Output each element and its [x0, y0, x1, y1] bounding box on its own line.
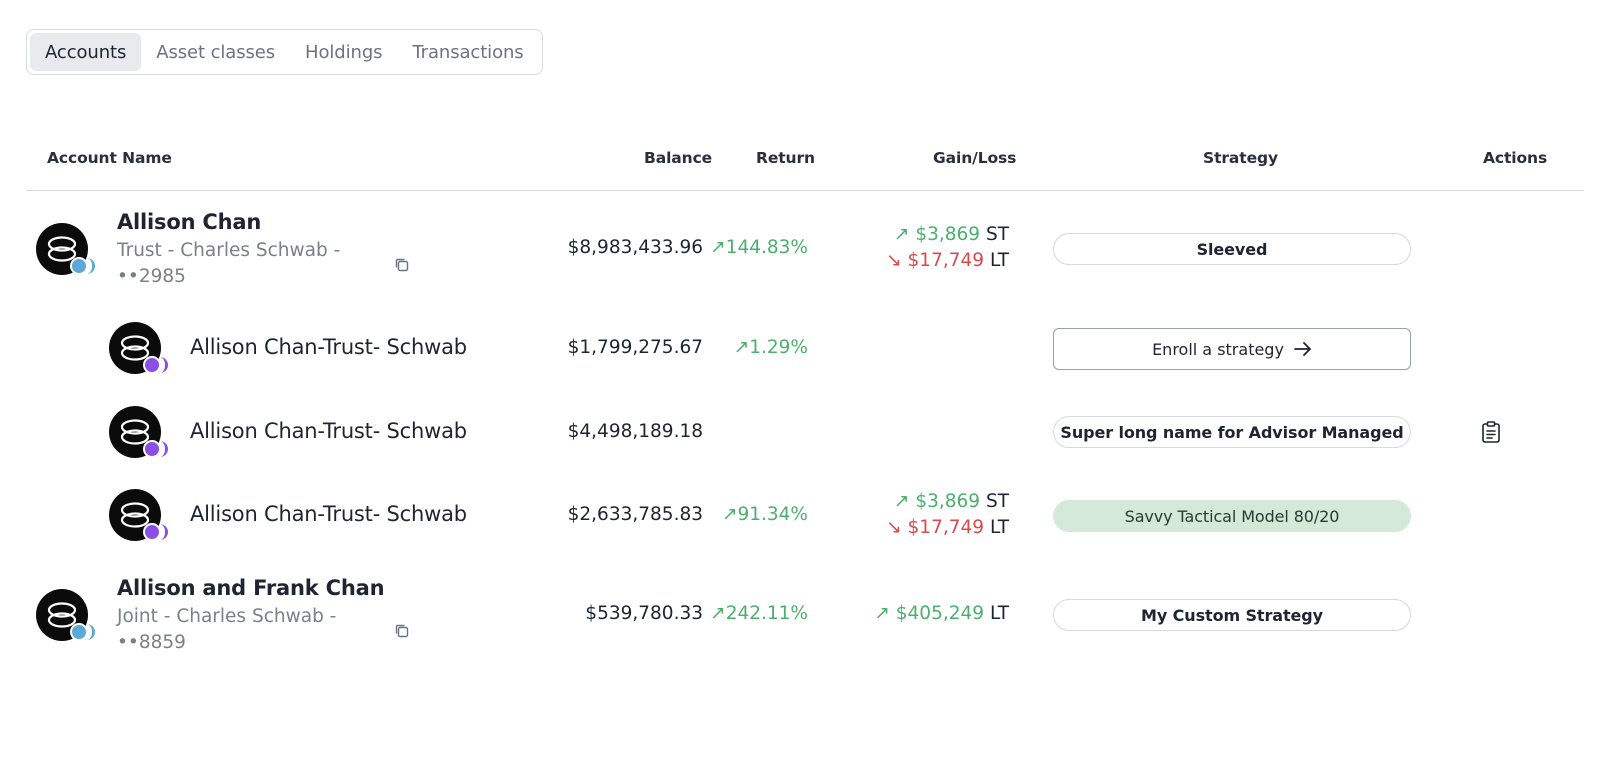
- tab-holdings[interactable]: Holdings: [305, 41, 383, 63]
- copy-icon[interactable]: [393, 622, 411, 640]
- arrow-down-right-icon: ↘: [886, 250, 902, 271]
- account-name[interactable]: Allison Chan: [117, 210, 262, 234]
- account-status-badge: [143, 523, 168, 541]
- loss-lt: ↘ $17,749 LT: [886, 517, 1009, 538]
- gain-lt: ↗ $405,249 LT: [874, 603, 1009, 624]
- brand-logo-icon: [47, 236, 77, 262]
- gain-st: ↗ $3,869 ST: [893, 224, 1009, 245]
- account-status-badge: [143, 440, 168, 458]
- account-name[interactable]: Allison and Frank Chan: [117, 576, 385, 600]
- loss-lt: ↘ $17,749 LT: [886, 250, 1009, 271]
- header-gain-loss[interactable]: Gain/Loss: [933, 149, 1017, 167]
- account-subtitle: Joint - Charles Schwab - ••8859: [117, 606, 337, 653]
- clipboard-icon[interactable]: [1481, 421, 1501, 443]
- strategy-badge[interactable]: Savvy Tactical Model 80/20: [1053, 500, 1411, 532]
- account-status-badge: [70, 257, 95, 275]
- account-status-badge: [143, 356, 168, 374]
- strategy-badge[interactable]: Super long name for Advisor Managed: [1053, 416, 1411, 448]
- balance-value: $4,498,189.18: [567, 421, 703, 442]
- header-divider: [26, 190, 1584, 191]
- arrow-up-right-icon: ↗: [733, 337, 750, 358]
- balance-value: $539,780.33: [585, 603, 703, 624]
- header-return[interactable]: Return: [756, 149, 815, 167]
- header-strategy[interactable]: Strategy: [1203, 149, 1278, 167]
- brand-logo-icon: [120, 335, 150, 361]
- arrow-right-icon: [1294, 342, 1311, 356]
- sub-account-name[interactable]: Allison Chan-Trust- Schwab: [190, 335, 467, 359]
- strategy-badge[interactable]: Sleeved: [1053, 233, 1411, 265]
- header-account-name[interactable]: Account Name: [47, 149, 172, 167]
- balance-value: $2,633,785.83: [567, 504, 703, 525]
- return-value: ↗144.83%: [710, 237, 808, 258]
- return-value: ↗1.29%: [733, 337, 808, 358]
- arrow-up-right-icon: ↗: [893, 224, 910, 245]
- strategy-badge[interactable]: My Custom Strategy: [1053, 599, 1411, 631]
- arrow-up-right-icon: ↗: [721, 504, 738, 525]
- brand-logo-icon: [47, 602, 77, 628]
- avatar: [36, 223, 95, 275]
- account-subtitle: Trust - Charles Schwab - ••2985: [117, 240, 341, 287]
- return-value: ↗91.34%: [721, 504, 808, 525]
- brand-logo-icon: [120, 502, 150, 528]
- header-actions: Actions: [1483, 149, 1548, 167]
- tab-asset-classes[interactable]: Asset classes: [156, 41, 276, 63]
- sub-account-name[interactable]: Allison Chan-Trust- Schwab: [190, 502, 467, 526]
- view-tabs: Accounts Asset classes Holdings Transact…: [26, 29, 543, 75]
- avatar: [109, 406, 168, 458]
- gain-st: ↗ $3,869 ST: [893, 491, 1009, 512]
- tab-accounts[interactable]: Accounts: [30, 33, 142, 71]
- arrow-up-right-icon: ↗: [710, 237, 726, 258]
- balance-value: $1,799,275.67: [567, 337, 703, 358]
- avatar: [36, 589, 95, 641]
- copy-icon[interactable]: [393, 256, 411, 274]
- header-balance[interactable]: Balance: [644, 149, 713, 167]
- return-value: ↗242.11%: [710, 603, 808, 624]
- arrow-up-right-icon: ↗: [874, 603, 890, 624]
- account-status-badge: [70, 623, 95, 641]
- sub-account-name[interactable]: Allison Chan-Trust- Schwab: [190, 419, 467, 443]
- arrow-up-right-icon: ↗: [710, 603, 726, 624]
- arrow-down-right-icon: ↘: [886, 517, 902, 538]
- avatar: [109, 489, 168, 541]
- tab-transactions[interactable]: Transactions: [412, 41, 524, 63]
- avatar: [109, 322, 168, 374]
- balance-value: $8,983,433.96: [567, 237, 703, 258]
- brand-logo-icon: [120, 419, 150, 445]
- enroll-strategy-button[interactable]: Enroll a strategy: [1053, 328, 1411, 370]
- arrow-up-right-icon: ↗: [893, 491, 910, 512]
